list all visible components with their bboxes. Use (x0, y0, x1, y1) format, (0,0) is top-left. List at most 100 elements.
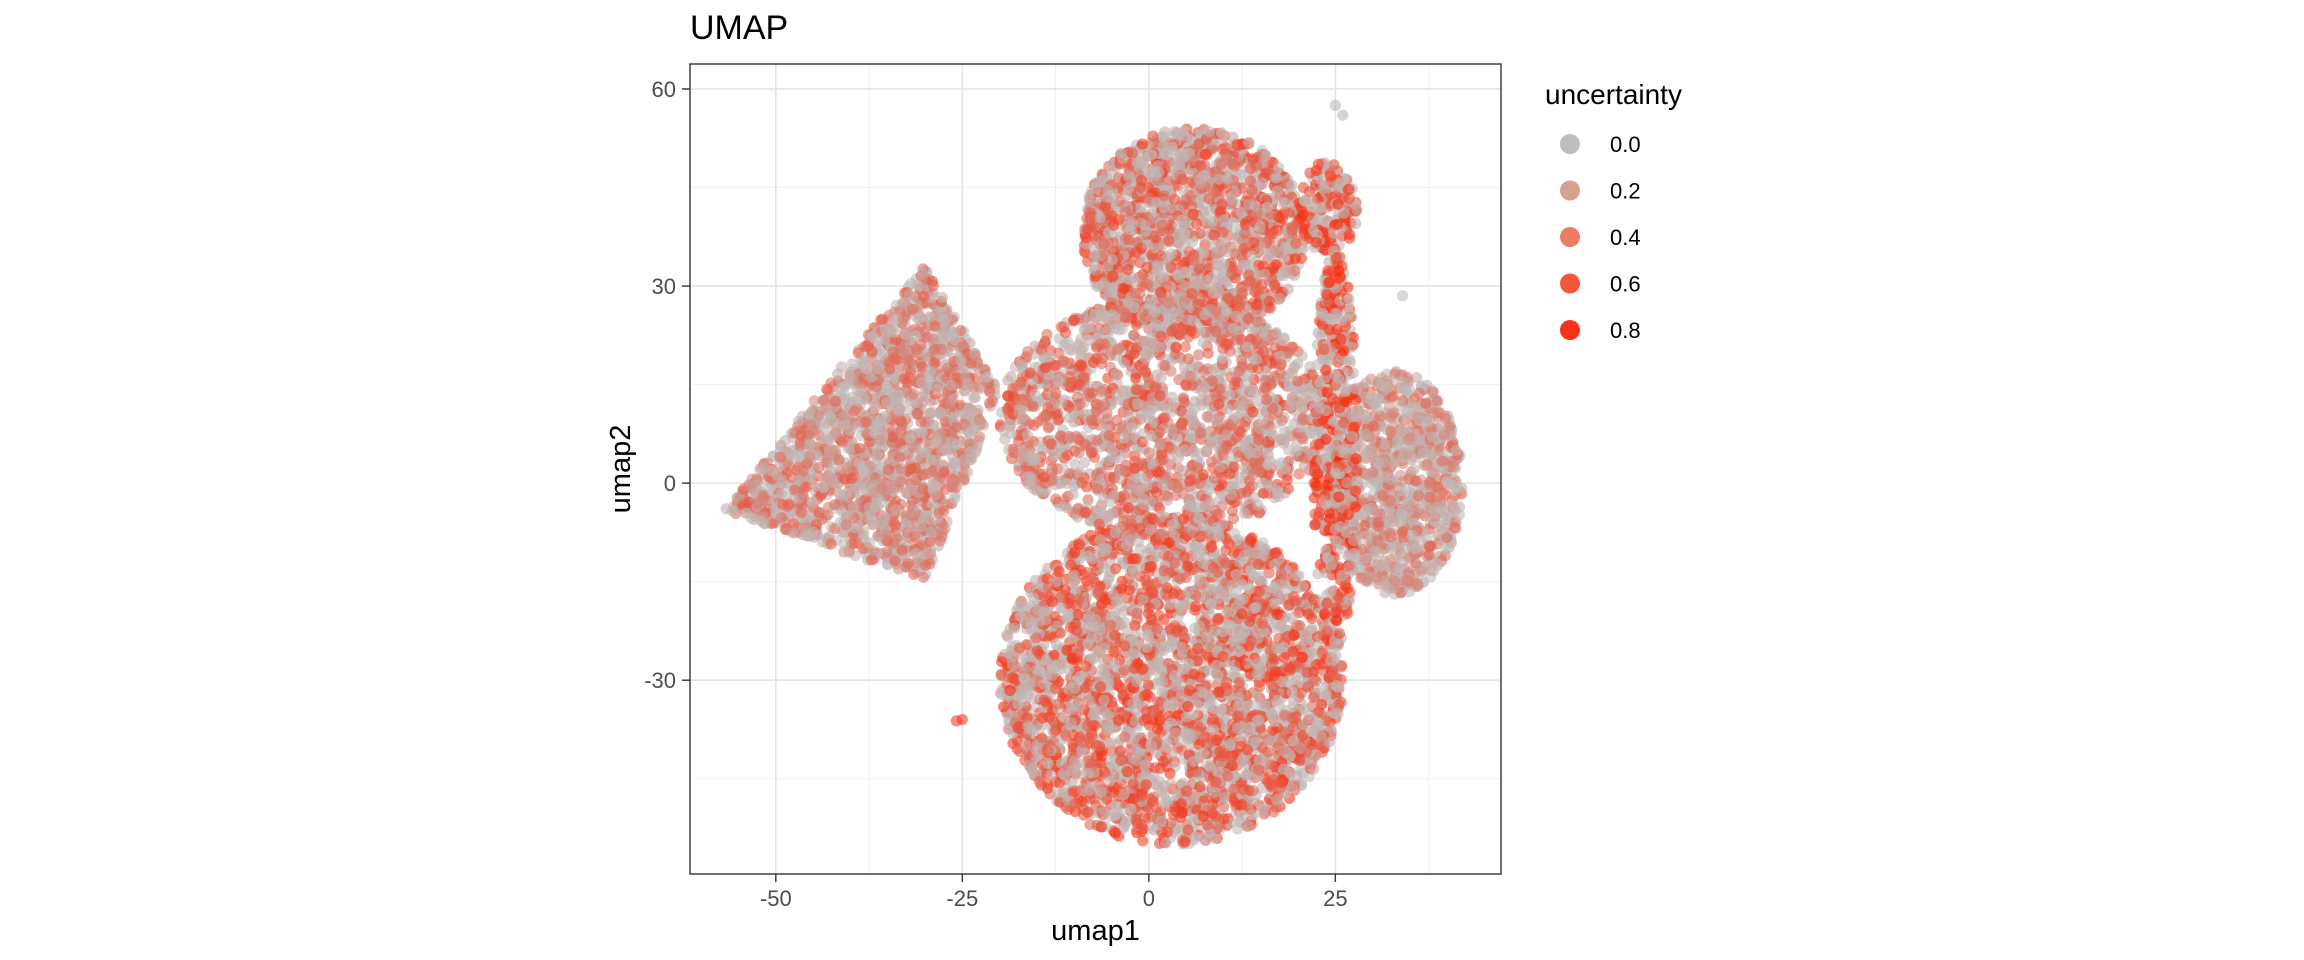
data-point (895, 463, 908, 475)
data-point (1243, 369, 1255, 381)
data-point (1178, 125, 1190, 137)
data-point (962, 377, 974, 390)
data-point (1256, 178, 1268, 190)
data-point (1063, 344, 1075, 356)
data-point (1122, 170, 1134, 182)
data-point (1307, 224, 1319, 236)
data-point (1221, 429, 1233, 441)
data-point (1278, 333, 1290, 345)
data-point (1163, 297, 1175, 309)
data-point (1158, 190, 1170, 202)
data-point (1241, 341, 1253, 353)
data-point (1131, 398, 1143, 410)
data-point (1101, 191, 1113, 203)
data-point (1246, 384, 1258, 396)
data-point (964, 426, 976, 438)
data-point (1214, 383, 1226, 395)
data-point (1116, 323, 1128, 335)
data-point (933, 507, 945, 519)
data-point (1058, 356, 1070, 368)
data-point (1332, 179, 1344, 191)
data-point (1126, 147, 1138, 159)
data-point (965, 404, 978, 416)
data-point (1094, 211, 1106, 224)
data-point (788, 518, 800, 530)
data-point (1169, 194, 1181, 206)
data-point (1209, 472, 1221, 484)
data-point (1106, 309, 1118, 321)
data-point (1136, 482, 1149, 494)
data-point (1154, 426, 1166, 438)
data-point (843, 369, 855, 382)
data-point (1153, 269, 1165, 281)
data-point (890, 504, 902, 516)
data-point (1176, 214, 1188, 226)
data-point (1216, 353, 1228, 365)
data-point (819, 433, 831, 445)
data-point (984, 397, 996, 409)
data-point (1290, 237, 1302, 249)
data-point (887, 326, 899, 338)
data-point (818, 394, 830, 406)
data-point (931, 432, 943, 444)
data-point (1155, 330, 1167, 343)
data-point (1002, 402, 1014, 414)
data-point (840, 399, 853, 411)
data-point (905, 509, 918, 521)
data-point (813, 409, 825, 421)
data-point (1188, 254, 1200, 266)
data-point (973, 431, 986, 443)
data-point (783, 498, 795, 510)
data-point (1261, 201, 1273, 213)
data-point (804, 439, 816, 451)
data-point (925, 526, 937, 538)
data-point (1202, 347, 1214, 359)
data-point (922, 468, 934, 480)
data-point (926, 275, 939, 287)
data-point (905, 499, 917, 511)
data-point (950, 421, 962, 433)
data-point (792, 415, 805, 427)
data-point (1155, 372, 1167, 384)
data-point (912, 279, 924, 291)
data-point (1239, 227, 1251, 240)
data-point (1145, 149, 1157, 161)
data-point (924, 558, 936, 570)
data-point (965, 453, 977, 466)
data-point (1119, 206, 1132, 218)
data-point (908, 388, 920, 400)
data-point (1136, 436, 1148, 448)
data-point (909, 462, 922, 474)
data-point (804, 450, 816, 462)
data-point (1351, 204, 1363, 216)
data-point (955, 354, 967, 366)
data-point (1157, 454, 1169, 466)
data-point (1271, 185, 1283, 197)
data-point (982, 371, 994, 383)
chart-title: UMAP (690, 9, 788, 47)
data-point (1287, 341, 1299, 353)
data-point (1227, 322, 1239, 335)
data-point (1163, 235, 1175, 247)
data-point (1200, 445, 1212, 457)
data-point (1291, 445, 1303, 457)
data-point (793, 474, 805, 486)
data-point (894, 405, 906, 417)
data-point (1080, 506, 1092, 519)
data-point (1195, 160, 1207, 172)
data-point (926, 406, 938, 418)
data-point (1268, 279, 1280, 291)
data-point (1214, 461, 1226, 473)
data-point (1159, 360, 1171, 372)
data-point (813, 461, 825, 474)
data-point (1178, 396, 1190, 408)
data-point (1143, 167, 1156, 179)
data-point (807, 526, 819, 538)
data-point (1061, 477, 1073, 489)
data-point (898, 373, 910, 385)
data-point (1196, 385, 1208, 397)
data-point (1350, 217, 1362, 230)
data-points (720, 99, 1468, 850)
data-point (868, 384, 881, 396)
data-point (795, 506, 808, 519)
